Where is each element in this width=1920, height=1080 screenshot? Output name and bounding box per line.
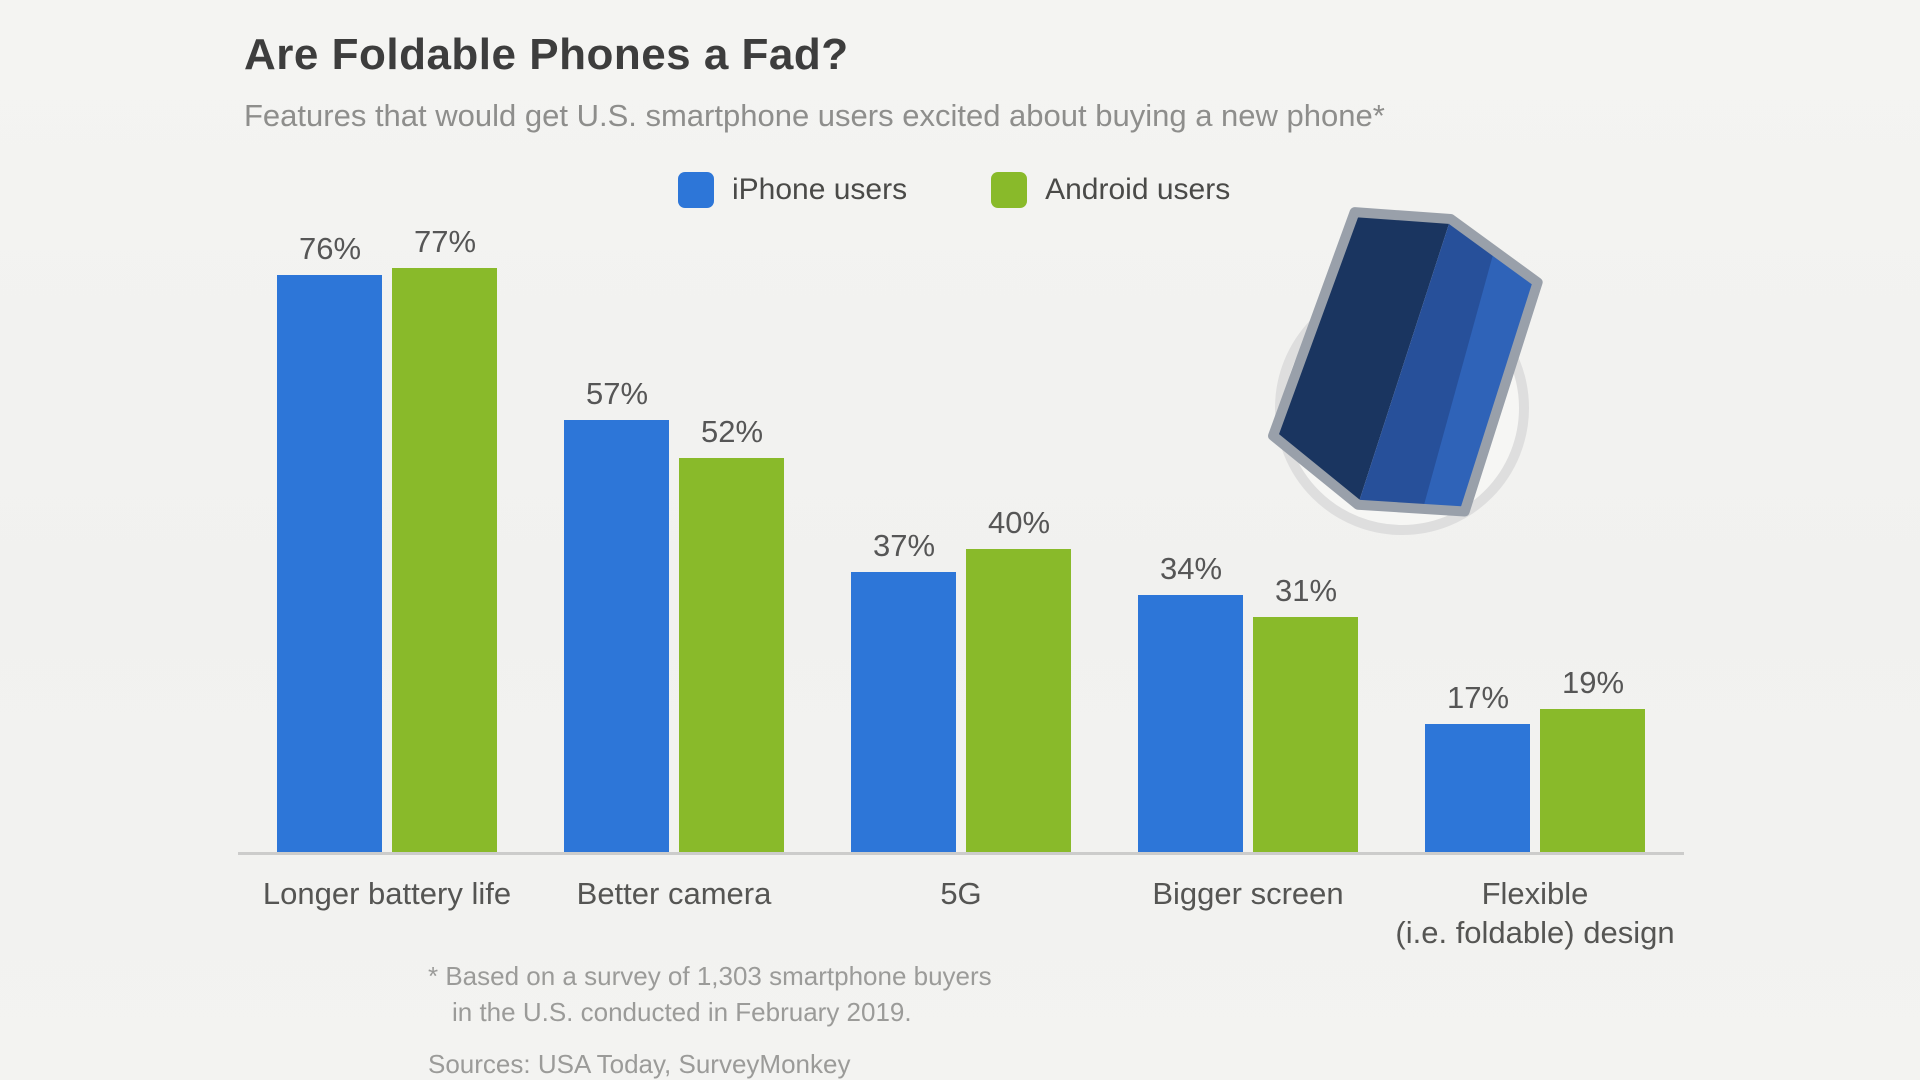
category-label-5g: 5G: [940, 876, 982, 911]
value-label-iphone-users-bigger-screen: 34%: [1159, 551, 1223, 586]
footnote-line-2: in the U.S. conducted in February 2019.: [452, 997, 912, 1027]
foldable-phone-icon: [1268, 207, 1543, 535]
value-label-android-users-5g: 40%: [987, 505, 1051, 540]
chart-subtitle: Features that would get U.S. smartphone …: [244, 98, 1385, 133]
legend-item-iphone: iPhone users: [678, 172, 907, 208]
phone-border: [1268, 207, 1543, 517]
category-label-flexible-i-e-foldable-design: Flexible (i.e. foldable) design: [1395, 876, 1675, 950]
category-label-better-camera: Better camera: [576, 876, 772, 911]
bar-android-users-5g: [966, 549, 1071, 853]
android-legend-swatch: [991, 172, 1028, 208]
value-label-iphone-users-longer-battery-life: 76%: [298, 231, 362, 266]
bar-iphone-users-longer-battery-life: [277, 275, 382, 853]
value-label-android-users-better-camera: 52%: [700, 414, 764, 449]
iphone-legend-swatch: [678, 172, 714, 208]
value-label-iphone-users-better-camera: 57%: [585, 376, 649, 411]
bar-android-users-better-camera: [679, 458, 784, 853]
bar-iphone-users-better-camera: [564, 420, 669, 853]
bar-iphone-users-5g: [851, 572, 956, 853]
x-axis-line: [238, 852, 1684, 855]
value-label-iphone-users-flexible-i-e-foldable-design: 17%: [1446, 680, 1510, 715]
value-label-android-users-flexible-i-e-foldable-design: 19%: [1561, 665, 1625, 700]
chart-legend: iPhone users Android users: [678, 172, 1230, 208]
bar-android-users-longer-battery-life: [392, 268, 497, 853]
phone-sheen: [1423, 250, 1538, 512]
sources-line: Sources: USA Today, SurveyMonkey: [428, 1049, 851, 1079]
category-label-bigger-screen: Bigger screen: [1152, 876, 1344, 911]
category-label-longer-battery-life: Longer battery life: [262, 876, 512, 911]
legend-item-android: Android users: [991, 172, 1230, 208]
legend-label-android: Android users: [1045, 173, 1231, 206]
legend-label-iphone: iPhone users: [732, 173, 908, 206]
value-label-android-users-longer-battery-life: 77%: [413, 224, 477, 259]
footnote-line-1: * Based on a survey of 1,303 smartphone …: [428, 961, 992, 991]
chart-footnote: * Based on a survey of 1,303 smartphone …: [428, 958, 992, 1080]
bar-iphone-users-bigger-screen: [1138, 595, 1243, 853]
bar-android-users-flexible-i-e-foldable-design: [1540, 709, 1645, 853]
bar-iphone-users-flexible-i-e-foldable-design: [1425, 724, 1530, 853]
value-label-iphone-users-5g: 37%: [872, 528, 936, 563]
phone-left-panel: [1273, 212, 1451, 505]
page-title: Are Foldable Phones a Fad?: [244, 30, 849, 79]
bar-android-users-bigger-screen: [1253, 617, 1358, 853]
value-label-android-users-bigger-screen: 31%: [1274, 573, 1338, 608]
